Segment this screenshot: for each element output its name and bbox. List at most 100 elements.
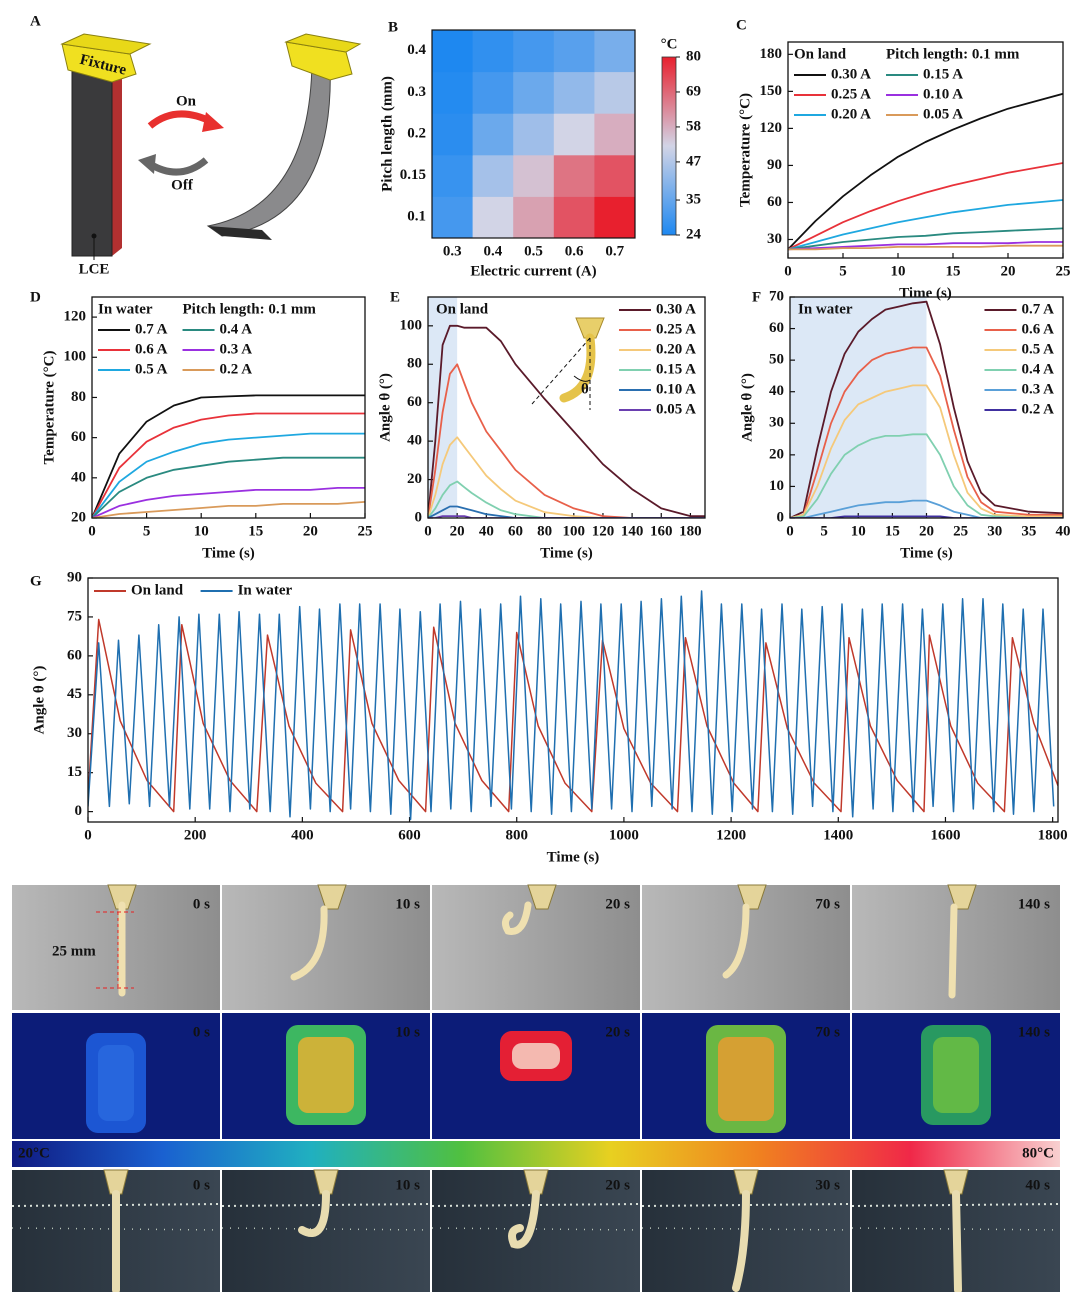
data-line — [92, 412, 365, 518]
colorbar-tick-label: 58 — [686, 118, 701, 134]
legend-label: 0.7 A — [1021, 301, 1054, 317]
legend-label: In water — [238, 582, 293, 598]
legend-label: 0.05 A — [656, 401, 696, 417]
data-line — [428, 436, 705, 518]
legend-label: 0.4 A — [220, 321, 253, 337]
x-tick-label: 15 — [248, 523, 263, 539]
x-tick-label: 0.7 — [605, 243, 624, 259]
gripper — [527, 884, 557, 910]
x-tick-label: 10 — [851, 523, 866, 539]
y-tick-label: 100 — [400, 317, 423, 333]
data-line — [790, 384, 1063, 518]
heat-cell — [432, 71, 474, 114]
x-tick-label: 1400 — [823, 827, 853, 843]
panel-letter: A — [30, 13, 41, 29]
arrow-off-head — [138, 154, 156, 174]
lce-strip-photo — [298, 1190, 330, 1238]
x-tick-label: 60 — [508, 523, 523, 539]
time-label: 40 s — [1025, 1177, 1050, 1193]
gripper — [523, 1169, 549, 1195]
thermal-core — [718, 1037, 774, 1121]
data-line — [428, 324, 705, 518]
y-tick-label: 0.4 — [407, 42, 426, 58]
lce-strip-photo — [948, 903, 958, 999]
y-tick-label: 70 — [769, 288, 784, 304]
y-tick-label: 180 — [760, 46, 783, 62]
lce-strip-photo — [290, 905, 328, 981]
y-tick-label: 0.2 — [407, 125, 426, 141]
legend-label: 0.10 A — [923, 86, 963, 102]
heat-cell — [472, 30, 514, 73]
y-axis-label: Pitch length (mm) — [379, 76, 395, 192]
lce-strip-photo — [508, 1190, 540, 1249]
data-line — [790, 346, 1063, 518]
bubbles — [221, 1227, 431, 1231]
gripper — [737, 884, 767, 910]
x-tick-label: 1800 — [1038, 827, 1068, 843]
data-line — [790, 433, 1063, 518]
heat-cell — [553, 30, 595, 73]
gripper — [943, 1169, 969, 1195]
x-tick-label: 5 — [143, 523, 151, 539]
time-label: 70 s — [815, 896, 840, 912]
heat-cell — [513, 113, 555, 156]
legend-label: 0.15 A — [656, 361, 696, 377]
bent-strip-edge — [208, 226, 272, 240]
heat-cell — [432, 30, 474, 73]
legend-label: 0.10 A — [656, 381, 696, 397]
arrow-on — [147, 110, 214, 129]
y-tick-label: 60 — [769, 320, 784, 336]
gripper — [947, 884, 977, 910]
y-tick-label: 40 — [71, 469, 86, 485]
x-tick-label: 10 — [891, 263, 906, 279]
x-tick-label: 400 — [291, 827, 314, 843]
time-label: 10 s — [395, 1177, 420, 1193]
data-line — [428, 363, 705, 518]
plot-frame — [91, 296, 366, 519]
data-line — [92, 487, 365, 518]
legend-label: 0.6 A — [1021, 321, 1054, 337]
y-tick-label: 120 — [64, 309, 87, 325]
heat-cell — [513, 30, 555, 73]
heat-cell — [594, 113, 636, 156]
heat-cell — [594, 154, 636, 197]
y-tick-label: 20 — [769, 446, 784, 462]
heat-cell — [553, 71, 595, 114]
y-tick-label: 60 — [71, 429, 86, 445]
plot-frame — [789, 296, 1064, 519]
heat-cell — [513, 196, 555, 239]
gripper — [733, 1169, 759, 1195]
time-label: 20 s — [605, 1177, 630, 1193]
x-tick-label: 140 — [621, 523, 644, 539]
x-tick-label: 80 — [537, 523, 552, 539]
y-tick-label: 80 — [71, 389, 86, 405]
arrow-off — [148, 157, 209, 176]
x-axis-label: Time (s) — [202, 545, 255, 561]
y-axis-label: Angle θ (°) — [739, 373, 755, 442]
heat-cell — [594, 71, 636, 114]
time-label: 70 s — [815, 1024, 840, 1040]
y-axis-label: Angle θ (°) — [377, 373, 393, 442]
y-tick-label: 20 — [71, 509, 86, 525]
x-tick-label: 40 — [1056, 523, 1071, 539]
colorbar-max: 80°C — [1022, 1145, 1054, 1161]
y-tick-label: 20 — [407, 471, 422, 487]
time-label: 0 s — [193, 1177, 210, 1193]
legend-label: 0.25 A — [831, 86, 871, 102]
y-axis-label: Temperature (°C) — [737, 93, 753, 207]
legend-label: 0.15 A — [923, 66, 963, 82]
gripper — [317, 884, 347, 910]
lce-strip-photo — [722, 903, 750, 979]
bent-strip — [206, 61, 331, 237]
lce-label: LCE — [79, 261, 110, 277]
y-tick-label: 50 — [769, 352, 784, 368]
y-axis-label: Temperature (°C) — [41, 351, 57, 465]
x-axis-label: Electric current (A) — [470, 263, 596, 279]
colorbar — [661, 56, 677, 236]
y-tick-label: 60 — [67, 647, 82, 663]
data-line — [92, 501, 365, 518]
panel-letter: E — [390, 289, 400, 305]
legend-label: 0.25 A — [656, 321, 696, 337]
lce-strip-side — [112, 62, 122, 256]
